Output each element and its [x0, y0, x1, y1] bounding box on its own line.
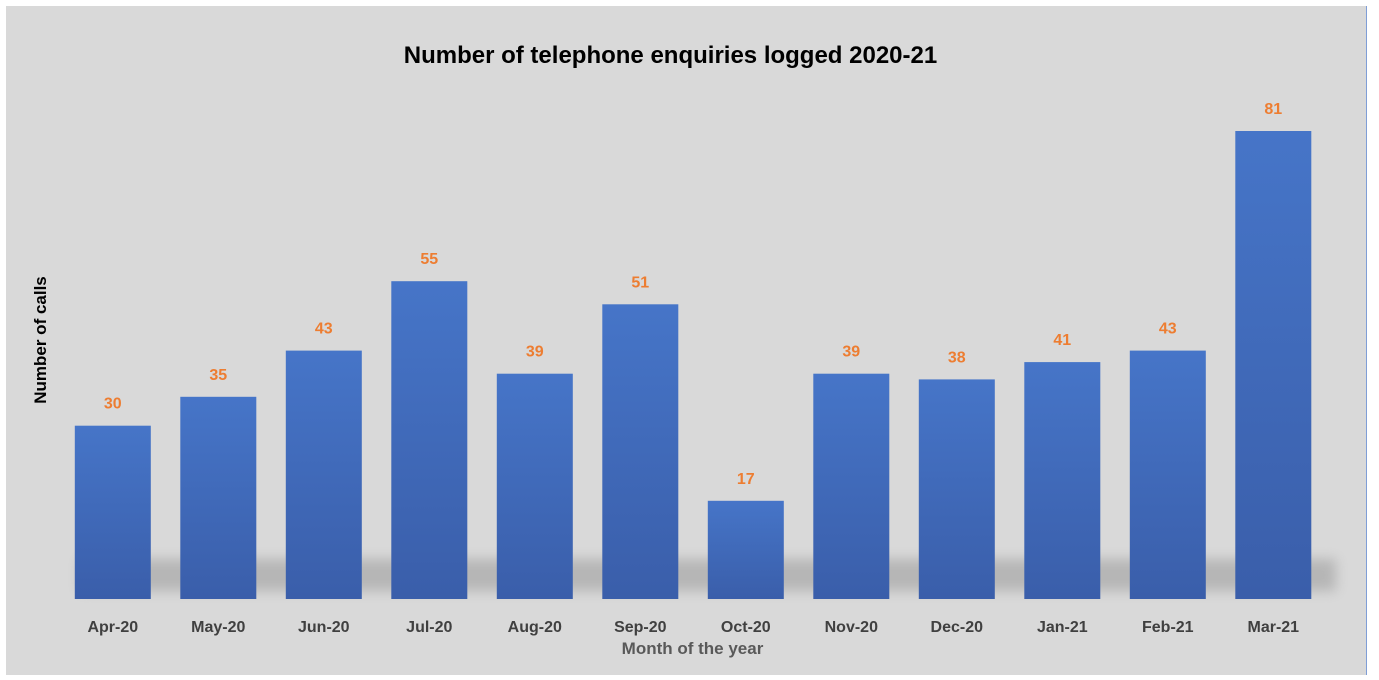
data-label-jan-21: 41	[1053, 332, 1071, 349]
data-label-dec-20: 38	[948, 349, 966, 366]
x-tick-apr-20: Apr-20	[87, 619, 138, 636]
x-tick-oct-20: Oct-20	[721, 619, 771, 636]
bar-oct-20	[707, 500, 784, 599]
bar-may-20	[180, 396, 257, 599]
x-tick-may-20: May-20	[191, 619, 245, 636]
x-tick-labels: Apr-20 May-20 Jun-20 Jul-20 Aug-20 Sep-20 Oct-…	[87, 619, 1299, 636]
data-label-sep-20: 51	[631, 274, 649, 291]
x-tick-jul-20: Jul-20	[406, 619, 452, 636]
x-tick-feb-21: Feb-21	[1142, 619, 1194, 636]
bar-apr-20	[74, 425, 151, 599]
data-label-jul-20: 55	[420, 251, 438, 268]
bar-jun-20	[285, 350, 362, 599]
bar-aug-20	[496, 373, 573, 599]
bars	[74, 131, 1312, 599]
data-label-jun-20: 43	[315, 321, 333, 338]
x-tick-jun-20: Jun-20	[298, 619, 350, 636]
bar-jul-20	[391, 281, 468, 599]
x-tick-nov-20: Nov-20	[825, 619, 878, 636]
x-tick-dec-20: Dec-20	[931, 619, 984, 636]
data-label-feb-21: 43	[1159, 321, 1177, 338]
bar-jan-21	[1024, 362, 1101, 599]
data-label-apr-20: 30	[104, 396, 122, 413]
bar-mar-21	[1235, 131, 1312, 599]
bar-dec-20	[918, 379, 995, 599]
data-label-oct-20: 17	[737, 471, 755, 488]
bar-sep-20	[602, 304, 679, 599]
bar-nov-20	[813, 373, 890, 599]
data-label-nov-20: 39	[842, 344, 860, 361]
x-tick-mar-21: Mar-21	[1248, 619, 1300, 636]
bar-feb-21	[1129, 350, 1206, 599]
x-axis-label: Month of the year	[621, 639, 764, 658]
data-labels: 30 35 43 55 39 51 17 39 38 41 43 81	[104, 101, 1282, 488]
data-label-aug-20: 39	[526, 344, 544, 361]
chart-title: Number of telephone enquiries logged 202…	[403, 42, 938, 69]
data-label-mar-21: 81	[1264, 101, 1282, 118]
data-label-may-20: 35	[209, 367, 227, 384]
x-tick-sep-20: Sep-20	[614, 619, 667, 636]
x-tick-jan-21: Jan-21	[1037, 619, 1088, 636]
x-tick-aug-20: Aug-20	[508, 619, 562, 636]
